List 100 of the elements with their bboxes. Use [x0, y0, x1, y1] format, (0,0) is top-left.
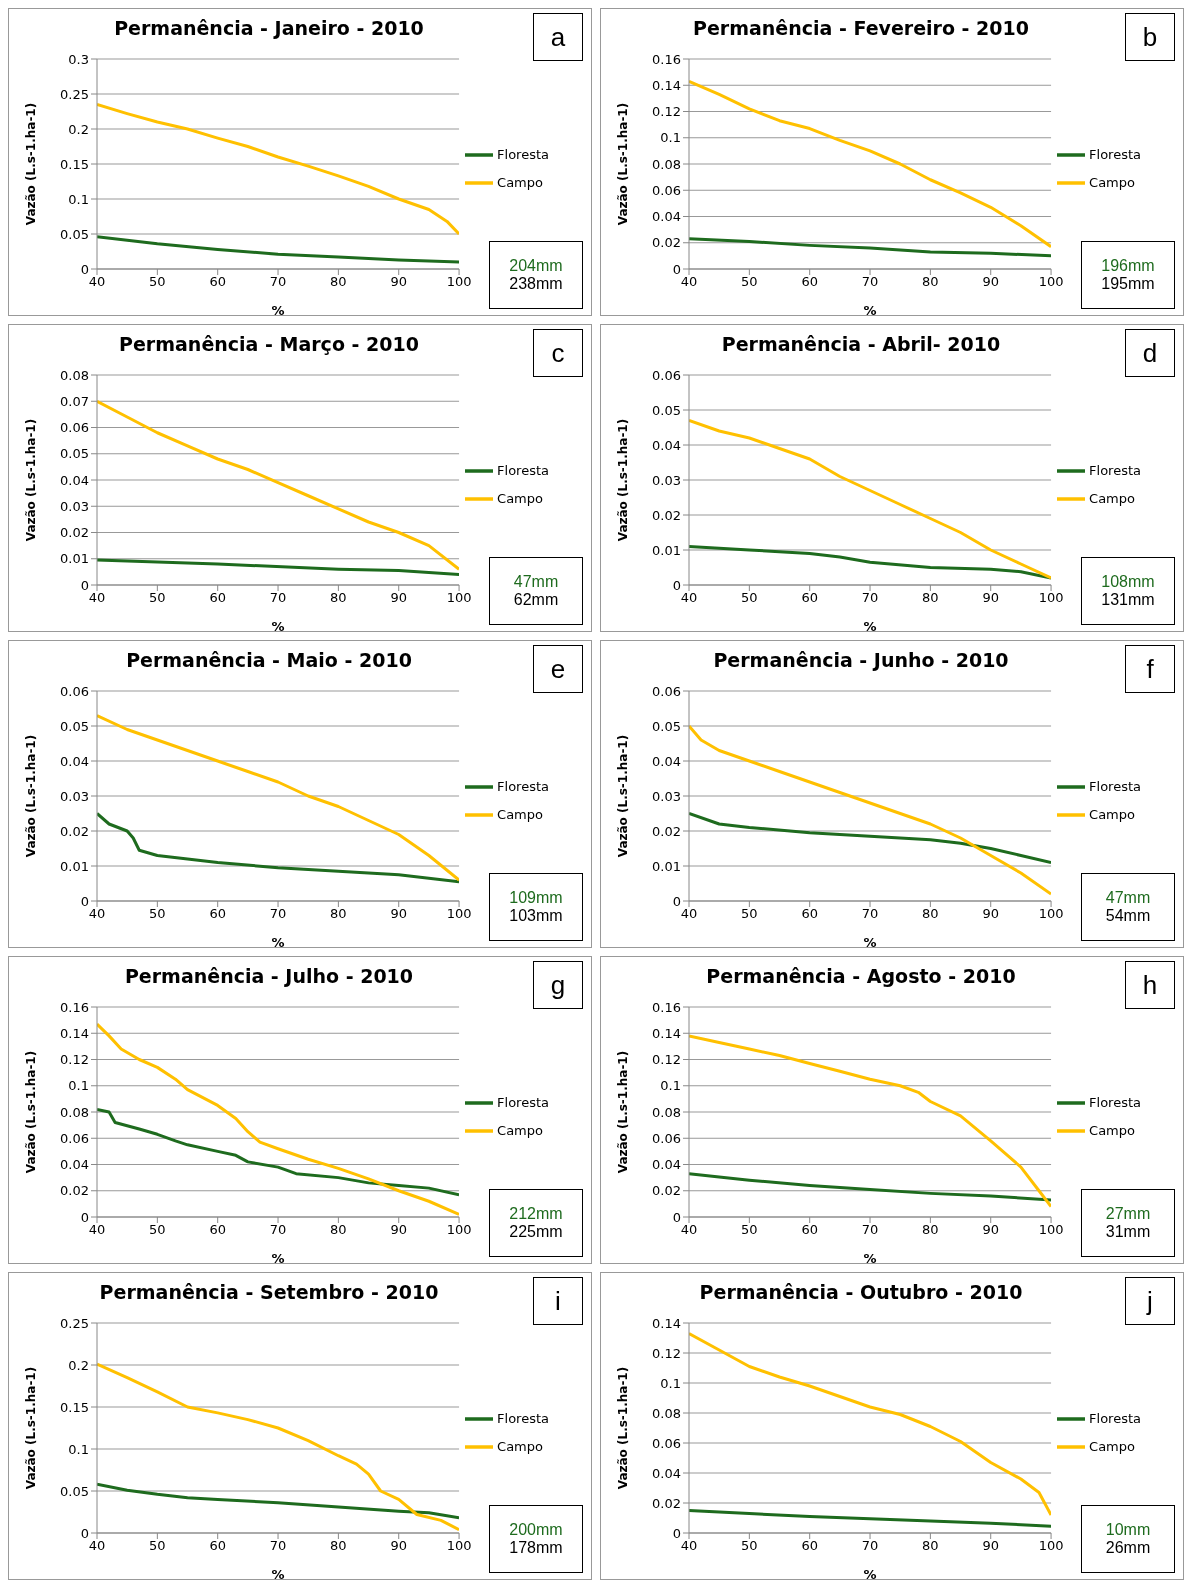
y-tick-label: 0 [80, 261, 89, 277]
y-tick-label: 0.25 [60, 86, 89, 102]
x-tick-label: 60 [209, 1538, 226, 1554]
text: 204mm [509, 257, 563, 275]
y-tick-label: 0.06 [60, 1130, 89, 1146]
chart-title: Permanência - Janeiro - 2010 [113, 17, 425, 39]
x-tick-label: 100 [1038, 590, 1064, 606]
y-tick-label: 0.01 [60, 551, 89, 567]
legend-label: Campo [497, 174, 543, 190]
legend-label: Floresta [497, 1094, 549, 1110]
x-axis-title: % [863, 303, 877, 318]
text: 200mm [509, 1521, 563, 1539]
y-tick-label: 0 [672, 1525, 681, 1541]
y-axis-title: Vazão (L.s-1.ha-1) [616, 418, 631, 542]
y-tick-label: 0.2 [68, 1357, 89, 1373]
x-tick-label: 70 [269, 906, 287, 922]
text: 196mm [1101, 257, 1155, 275]
x-tick-label: 50 [149, 906, 166, 922]
y-tick-label: 0.14 [652, 1025, 681, 1041]
legend-label: Floresta [1089, 778, 1141, 794]
x-tick-label: 70 [269, 1538, 287, 1554]
text: d [1125, 329, 1175, 377]
y-tick-label: 0.1 [68, 1441, 89, 1457]
y-tick-label: 0.06 [652, 683, 681, 699]
line-series [97, 235, 460, 264]
chart-title: Permanência - Fevereiro - 2010 [692, 17, 1030, 39]
legend-label: Floresta [497, 462, 549, 478]
x-tick-label: 40 [88, 906, 106, 922]
y-tick-label: 0.03 [652, 472, 681, 488]
line-series [97, 399, 460, 571]
line-series [97, 103, 460, 236]
y-tick-label: 0.02 [652, 1183, 681, 1199]
text: 26mm [1105, 1539, 1151, 1557]
x-tick-label: 100 [1038, 1538, 1064, 1554]
text: g [533, 961, 583, 1009]
text: f [1125, 645, 1175, 693]
y-tick-label: 0.16 [60, 999, 89, 1015]
y-axis-title: Vazão (L.s-1.ha-1) [24, 418, 39, 542]
x-tick-label: 70 [861, 906, 879, 922]
y-tick-label: 0 [672, 261, 681, 277]
line-series [689, 1509, 1052, 1528]
x-tick-label: 60 [801, 1538, 818, 1554]
x-axis-title: % [271, 1567, 285, 1582]
y-tick-label: 0.06 [652, 1435, 681, 1451]
x-tick-label: 70 [861, 1222, 879, 1238]
legend-label: Floresta [1089, 462, 1141, 478]
legend-label: Campo [497, 490, 543, 506]
y-tick-label: 0.3 [68, 51, 89, 67]
chart-title: Permanência - Março - 2010 [118, 333, 420, 355]
text: 195mm [1101, 275, 1155, 293]
y-axis-title: Vazão (L.s-1.ha-1) [616, 1366, 631, 1490]
line-series [97, 714, 460, 882]
x-axis-title: % [863, 1251, 877, 1266]
text: 47mm [513, 573, 559, 591]
y-tick-label: 0.06 [60, 420, 89, 436]
text: 27mm [1105, 1205, 1151, 1223]
line-series [689, 1172, 1052, 1202]
x-tick-label: 50 [149, 590, 166, 606]
line-series [689, 724, 1052, 896]
x-tick-label: 80 [330, 590, 347, 606]
y-tick-label: 0.04 [652, 1465, 681, 1481]
x-axis-title: % [863, 935, 877, 950]
y-tick-label: 0.1 [660, 1078, 681, 1094]
y-tick-label: 0.03 [652, 788, 681, 804]
text: b [1125, 13, 1175, 61]
legend-label: Campo [1089, 490, 1135, 506]
y-axis-title: Vazão (L.s-1.ha-1) [24, 734, 39, 858]
line-series [689, 1332, 1052, 1517]
y-tick-label: 0.04 [652, 209, 681, 225]
x-axis-title: % [863, 619, 877, 634]
y-tick-label: 0.05 [60, 1483, 89, 1499]
legend-label: Campo [497, 1438, 543, 1454]
y-tick-label: 0.02 [60, 823, 89, 839]
x-tick-label: 80 [330, 906, 347, 922]
x-tick-label: 40 [88, 1222, 106, 1238]
x-tick-label: 80 [922, 1538, 939, 1554]
line-series [97, 1482, 460, 1520]
x-tick-label: 90 [982, 274, 999, 290]
text: c [533, 329, 583, 377]
text: 47mm [1105, 889, 1151, 907]
x-tick-label: 80 [330, 274, 347, 290]
x-tick-label: 60 [209, 1222, 226, 1238]
x-axis-title: % [271, 303, 285, 318]
x-tick-label: 40 [88, 274, 106, 290]
x-tick-label: 100 [446, 1538, 472, 1554]
x-axis-title: % [271, 1251, 285, 1266]
chart-title: Permanência - Outubro - 2010 [698, 1281, 1024, 1303]
y-tick-label: 0.04 [652, 437, 681, 453]
y-tick-label: 0.02 [652, 235, 681, 251]
line-series [689, 1034, 1052, 1208]
x-tick-label: 80 [922, 590, 939, 606]
x-tick-label: 90 [390, 590, 407, 606]
text: h [1125, 961, 1175, 1009]
y-tick-label: 0.05 [60, 446, 89, 462]
y-tick-label: 0.14 [60, 1025, 89, 1041]
x-tick-label: 80 [330, 1538, 347, 1554]
x-tick-label: 60 [801, 906, 818, 922]
y-tick-label: 0.01 [60, 858, 89, 874]
text: e [533, 645, 583, 693]
text: 31mm [1105, 1223, 1151, 1241]
